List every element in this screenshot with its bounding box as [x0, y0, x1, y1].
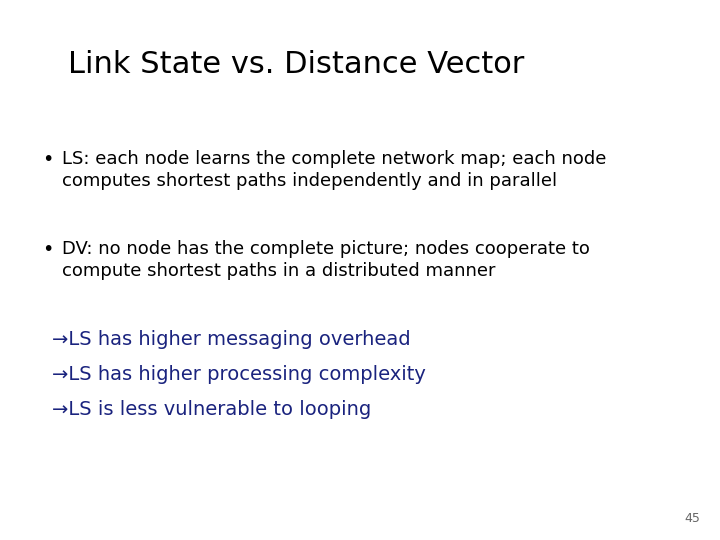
Text: computes shortest paths independently and in parallel: computes shortest paths independently an… [62, 172, 557, 190]
Text: compute shortest paths in a distributed manner: compute shortest paths in a distributed … [62, 262, 495, 280]
Text: →LS is less vulnerable to looping: →LS is less vulnerable to looping [52, 400, 372, 419]
Text: →LS has higher messaging overhead: →LS has higher messaging overhead [52, 330, 410, 349]
Text: 45: 45 [684, 512, 700, 525]
Text: →LS has higher processing complexity: →LS has higher processing complexity [52, 365, 426, 384]
Text: LS: each node learns the complete network map; each node: LS: each node learns the complete networ… [62, 150, 606, 168]
Text: •: • [42, 150, 53, 169]
Text: •: • [42, 240, 53, 259]
Text: Link State vs. Distance Vector: Link State vs. Distance Vector [68, 50, 524, 79]
Text: DV: no node has the complete picture; nodes cooperate to: DV: no node has the complete picture; no… [62, 240, 590, 258]
